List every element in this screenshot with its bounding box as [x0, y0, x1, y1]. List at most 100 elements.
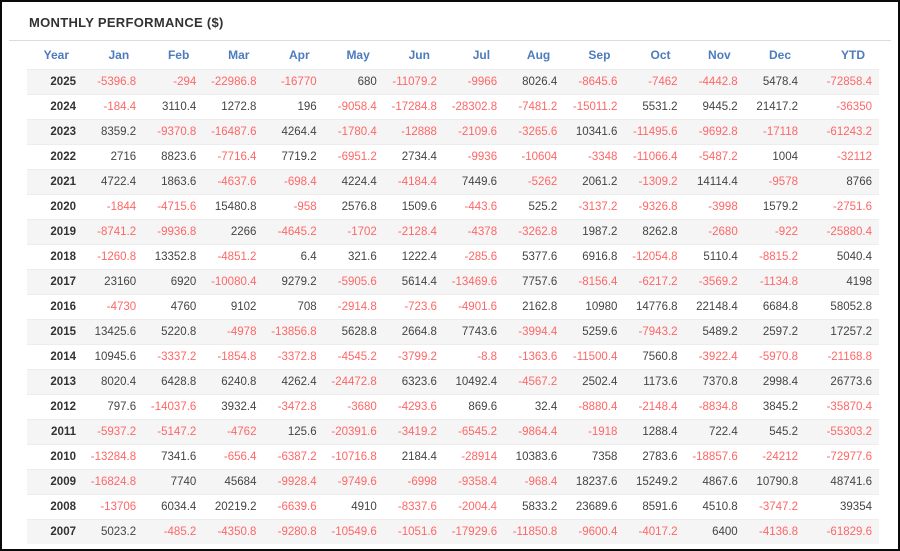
value-cell-oct: 15249.2	[635, 476, 678, 488]
table-row-2020: 2020 -1844 -4715.6 15480.8 -958 2576.8 1509.6 -…	[27, 194, 879, 220]
value-cell-nov: 14114.4	[697, 176, 738, 188]
year-cell: 2014	[50, 351, 76, 363]
year-cell: 2021	[50, 176, 76, 188]
value-cell-apr: -16770	[280, 76, 317, 88]
page-title: MONTHLY PERFORMANCE ($)	[29, 15, 224, 30]
column-header-aug: Aug	[526, 48, 551, 62]
value-cell-dec: -922	[774, 226, 798, 238]
value-cell-oct: -7462	[648, 76, 678, 88]
value-cell-jun: -3799.2	[397, 351, 437, 363]
value-cell-sep: 5259.6	[582, 326, 618, 338]
value-cell-may: -24472.8	[331, 376, 377, 388]
year-cell: 2008	[50, 501, 76, 513]
table-row-2008: 2008 -13706 6034.4 20219.2 -6639.6 4910 -8337.…	[27, 494, 879, 520]
value-cell-feb: 5220.8	[161, 326, 197, 338]
value-cell-aug: 2162.8	[522, 301, 558, 313]
value-cell-may: -1702	[347, 226, 377, 238]
value-cell-aug: 5833.2	[522, 501, 558, 513]
value-cell-ytd: -61829.6	[826, 526, 872, 538]
value-cell-nov: -2680	[708, 226, 738, 238]
value-cell-jul: 869.6	[468, 401, 498, 413]
value-cell-nov: -4442.8	[698, 76, 738, 88]
value-cell-jan: 2716	[110, 151, 137, 163]
value-cell-apr: -698.4	[284, 176, 317, 188]
value-cell-feb: 13352.8	[154, 251, 197, 263]
value-cell-jan: -13706	[100, 501, 137, 513]
value-cell-dec: 3845.2	[762, 401, 798, 413]
value-cell-jan: 13425.6	[94, 326, 137, 338]
value-cell-jun: -2128.4	[397, 226, 437, 238]
value-cell-ytd: 4198	[846, 276, 872, 288]
value-cell-jul: -28302.8	[451, 101, 498, 113]
header-row: Year Jan Feb Mar Apr May Jun Jul Aug Sep Oct Nov Dec…	[27, 41, 879, 70]
value-cell-may: -5905.6	[337, 276, 377, 288]
year-cell: 2009	[50, 476, 76, 488]
value-cell-oct: -11066.4	[633, 151, 678, 163]
table-row-2024: 2024 -184.4 3110.4 1272.8 196 -9058.4 -17284.8…	[27, 94, 879, 120]
value-cell-sep: 10980	[585, 301, 618, 313]
value-cell-mar: -16487.6	[211, 126, 257, 138]
value-cell-dec: 5478.4	[762, 76, 798, 88]
value-cell-aug: -3265.6	[518, 126, 558, 138]
value-cell-jun: 6323.6	[401, 376, 437, 388]
value-cell-jan: -13284.8	[90, 451, 137, 463]
value-cell-feb: 8823.6	[161, 151, 197, 163]
table-row-2017: 2017 23160 6920 -10080.4 9279.2 -5905.6 5614.4…	[27, 269, 879, 295]
table-row-2021: 2021 4722.4 1863.6 -4637.6 -698.4 4224.4 -4184…	[27, 169, 879, 195]
value-cell-nov: -8834.8	[698, 401, 738, 413]
value-cell-ytd: -72977.6	[826, 451, 872, 463]
value-cell-feb: 6034.4	[161, 501, 197, 513]
value-cell-mar: -10080.4	[211, 276, 257, 288]
value-cell-aug: -968.4	[524, 476, 558, 488]
year-cell: 2022	[50, 151, 76, 163]
value-cell-sep: -3348	[587, 151, 618, 163]
value-cell-jan: -184.4	[103, 101, 137, 113]
value-cell-apr: 7719.2	[281, 151, 317, 163]
table-row-2009: 2009 -16824.8 7740 45684 -9928.4 -9749.6 -6998…	[27, 469, 879, 495]
value-cell-mar: 15480.8	[214, 201, 257, 213]
value-cell-dec: -24212	[762, 451, 798, 463]
value-cell-nov: 5110.4	[703, 251, 738, 263]
value-cell-nov: 9445.2	[702, 101, 738, 113]
value-cell-feb: -4715.6	[157, 201, 197, 213]
year-cell: 2020	[50, 201, 76, 213]
value-cell-mar: -656.4	[223, 451, 257, 463]
value-cell-ytd: 48741.6	[830, 476, 872, 488]
value-cell-jan: 4722.4	[100, 176, 137, 188]
title-divider	[9, 40, 891, 41]
value-cell-may: -6951.2	[337, 151, 377, 163]
value-cell-nov: 7370.8	[702, 376, 738, 388]
value-cell-nov: 5489.2	[702, 326, 738, 338]
value-cell-may: -1780.4	[337, 126, 377, 138]
value-cell-dec: 2597.2	[762, 326, 798, 338]
year-cell: 2023	[50, 126, 76, 138]
value-cell-ytd: -55303.2	[826, 426, 872, 438]
value-cell-may: -9058.4	[337, 101, 377, 113]
value-cell-aug: -5262	[527, 176, 558, 188]
value-cell-sep: 18237.6	[575, 476, 618, 488]
value-cell-nov: -18857.6	[692, 451, 738, 463]
value-cell-dec: 2998.4	[762, 376, 798, 388]
column-header-ytd: YTD	[841, 48, 865, 62]
value-cell-oct: 8591.6	[642, 501, 678, 513]
value-cell-jun: 2734.4	[401, 151, 437, 163]
table-row-2007: 2007 5023.2 -485.2 -4350.8 -9280.8 -10549.6 -1…	[27, 519, 879, 544]
value-cell-aug: 7757.6	[522, 276, 558, 288]
value-cell-mar: -7716.4	[217, 151, 257, 163]
value-cell-may: 4910	[351, 501, 377, 513]
value-cell-apr: -958	[293, 201, 317, 213]
value-cell-sep: -15011.2	[572, 101, 618, 113]
table-row-2023: 2023 8359.2 -9370.8 -16487.6 4264.4 -1780.4 -1…	[27, 119, 879, 145]
value-cell-dec: 1579.2	[762, 201, 798, 213]
value-cell-dec: 6684.8	[762, 301, 798, 313]
value-cell-jul: -4378	[467, 226, 498, 238]
value-cell-aug: -7481.2	[518, 101, 558, 113]
value-cell-jul: -17929.6	[451, 526, 498, 538]
value-cell-aug: 525.2	[528, 201, 558, 213]
value-cell-mar: 45684	[224, 476, 257, 488]
value-cell-oct: 1288.4	[642, 426, 678, 438]
value-cell-jul: -2004.4	[458, 501, 498, 513]
value-cell-mar: 20219.2	[214, 501, 257, 513]
value-cell-jul: -28914	[461, 451, 498, 463]
